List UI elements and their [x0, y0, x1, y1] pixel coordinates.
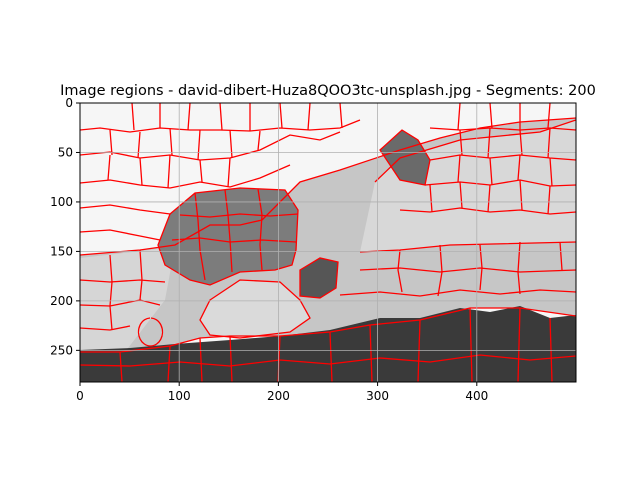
boundary-line-22	[339, 289, 576, 297]
boundary-line-10	[80, 131, 341, 161]
boundary-line-27	[179, 213, 299, 218]
boundary-line-5	[299, 257, 339, 299]
boundary-line-6	[199, 279, 311, 339]
boundary-line-38	[109, 249, 143, 331]
region-light-gray-blob	[200, 280, 310, 338]
boundary-line-1	[80, 117, 576, 256]
boundary-line-15	[429, 154, 576, 161]
region-light-gray-left	[80, 246, 175, 352]
boundary-line-21	[359, 267, 576, 273]
boundary-line-11	[80, 164, 291, 189]
boundary-line-36	[429, 179, 551, 215]
region-dark-gray-pocket	[300, 258, 338, 298]
y-tick-label: 50	[58, 145, 73, 159]
plot-frame	[79, 102, 577, 383]
boundary-line-31	[109, 127, 261, 161]
boundary-line-35	[457, 154, 553, 187]
boundary-line-17	[399, 207, 576, 215]
x-tick-label: 400	[465, 389, 488, 403]
boundary-line-12	[80, 204, 171, 215]
boundary-line-16	[424, 179, 576, 187]
boundary-line-8	[359, 241, 576, 253]
boundary-line-2	[80, 307, 576, 353]
y-tick-label: 150	[50, 244, 73, 258]
x-axis: 0 100 200 300 400	[76, 382, 488, 403]
x-tick-label: 300	[366, 389, 389, 403]
boundary-line-34	[459, 127, 551, 159]
boundary-line-37	[397, 241, 563, 297]
boundary-line-19	[80, 299, 161, 307]
x-tick-label: 200	[267, 389, 290, 403]
boundary-line-3	[157, 187, 299, 286]
boundary-line-29	[80, 354, 576, 367]
segmentation-image	[80, 103, 576, 382]
boundary-line-18	[80, 279, 166, 283]
boundary-line-23	[224, 189, 233, 273]
boundary-line-14	[429, 127, 576, 131]
boundary-line-20	[80, 325, 131, 331]
boundary-line-13	[80, 229, 161, 241]
boundary-line-28	[119, 307, 553, 382]
x-tick-label: 100	[168, 389, 191, 403]
region-dark-gray-wing	[380, 130, 430, 185]
chart-title: Image regions - david-dibert-Huza8QOO3tc…	[60, 83, 596, 99]
region-dark-floor	[80, 306, 576, 382]
boundary-line-30	[131, 103, 343, 131]
y-tick-label: 250	[50, 343, 73, 357]
boundary-line-9	[80, 119, 361, 133]
boundary-line-26	[171, 237, 297, 243]
y-tick-label: 200	[50, 294, 73, 308]
boundary-line-25	[194, 192, 206, 281]
boundary-line-33	[457, 103, 551, 131]
y-tick-label: 0	[65, 96, 73, 110]
region-dark-gray-shape	[158, 188, 298, 285]
x-tick-label: 0	[76, 389, 84, 403]
y-axis: 0 50 100 150 200 250	[50, 96, 80, 357]
y-tick-label: 100	[50, 195, 73, 209]
boundary-line-39	[137, 317, 164, 347]
boundary-line-32	[107, 154, 231, 189]
